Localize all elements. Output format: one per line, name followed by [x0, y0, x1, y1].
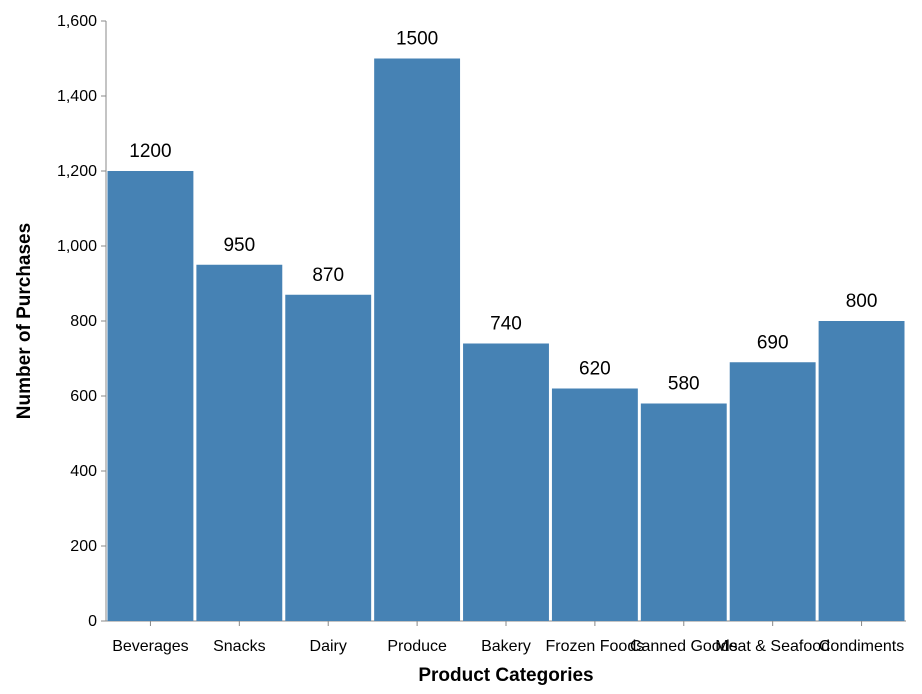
x-tick-label: Condiments — [819, 638, 904, 655]
x-tick-label: Bakery — [481, 638, 531, 655]
y-tick-label: 1,000 — [57, 238, 97, 255]
bar-value-label: 580 — [668, 374, 700, 395]
y-tick-label: 200 — [70, 538, 97, 555]
bar — [374, 58, 461, 621]
y-tick-label: 0 — [88, 613, 97, 630]
bar — [285, 294, 372, 621]
x-axis-title: Product Categories — [418, 665, 593, 686]
x-axis: Beverages Snacks Dairy Produce Bakery Frozen … — [106, 620, 906, 655]
bar — [551, 388, 638, 621]
bar — [729, 362, 816, 621]
y-tick-label: 400 — [70, 463, 97, 480]
bar-value-label: 620 — [579, 359, 611, 380]
x-tick-label: Canned Goods — [630, 638, 738, 655]
bar-value-label: 1200 — [129, 141, 171, 162]
y-tick-label: 600 — [70, 388, 97, 405]
bar-value-label: 690 — [757, 332, 789, 353]
bar-value-label: 800 — [846, 291, 878, 312]
x-tick-label: Meat & Seafood — [715, 638, 830, 655]
x-tick-label: Dairy — [310, 638, 347, 655]
bar-value-label: 740 — [490, 314, 522, 335]
bar-value-label: 950 — [223, 235, 255, 256]
y-tick-label: 1,400 — [57, 88, 97, 105]
bars — [107, 58, 905, 621]
x-tick-label: Snacks — [213, 638, 265, 655]
bar — [463, 343, 549, 621]
data-labels: 1200 950 870 1500 740 620 580 690 800 — [129, 29, 877, 395]
bar — [818, 321, 905, 621]
y-axis: 0 200 400 600 800 1,000 1,200 1,400 1,600 — [57, 13, 107, 630]
x-tick-label: Frozen Foods — [546, 638, 645, 655]
y-axis-title: Number of Purchases — [14, 223, 35, 419]
y-tick-label: 1,200 — [57, 163, 97, 180]
x-tick-label: Beverages — [112, 638, 189, 655]
y-tick-label: 1,600 — [57, 13, 97, 30]
bar-value-label: 870 — [312, 265, 344, 286]
x-tick-label: Produce — [387, 638, 447, 655]
bar-value-label: 1500 — [396, 29, 438, 50]
y-tick-label: 800 — [70, 313, 97, 330]
bar — [196, 264, 283, 621]
bar — [107, 171, 194, 621]
bar — [640, 403, 727, 621]
